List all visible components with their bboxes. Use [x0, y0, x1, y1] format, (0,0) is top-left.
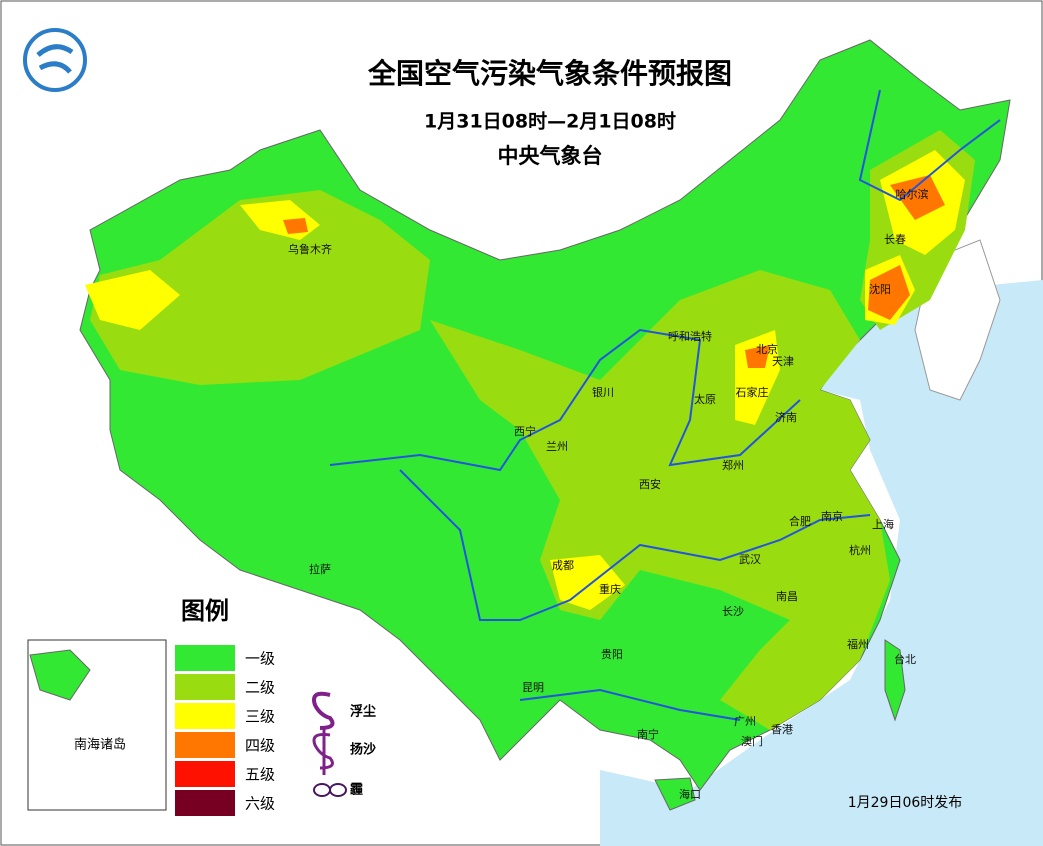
legend-swatch	[175, 674, 235, 700]
legend-swatch	[175, 732, 235, 758]
legend-label: 三级	[245, 708, 275, 726]
period: 1月31日08时—2月1日08时	[424, 111, 676, 133]
city-label: 济南	[775, 410, 797, 424]
legend-label: 六级	[245, 795, 275, 813]
symbol-label: 扬沙	[350, 742, 376, 758]
city-label: 天津	[772, 355, 794, 368]
city-label: 哈尔滨	[896, 187, 929, 201]
legend-label: 一级	[245, 650, 275, 668]
city-label: 南宁	[637, 727, 659, 741]
title: 全国空气污染气象条件预报图	[367, 57, 732, 90]
zone-level4	[868, 265, 910, 320]
legend-swatch	[175, 645, 235, 671]
inset-label: 南海诸岛	[74, 737, 126, 753]
legend-title: 图例	[181, 597, 229, 625]
zone-level4	[745, 345, 770, 368]
city-label: 石家庄	[736, 385, 769, 399]
city-label: 长春	[884, 233, 906, 246]
city-label: 重庆	[599, 582, 621, 596]
city-label: 合肥	[789, 514, 811, 528]
city-label: 成都	[552, 559, 574, 572]
city-label: 兰州	[546, 440, 568, 453]
city-label: 福州	[847, 637, 869, 651]
pearl-river	[519, 688, 741, 721]
hainan	[654, 777, 696, 811]
yellow-river	[329, 328, 801, 472]
inset-land	[29, 649, 91, 701]
city-label: 杭州	[849, 543, 871, 557]
yangtze-river	[399, 469, 871, 621]
city-label: 郑州	[722, 458, 744, 472]
city-label: 贵阳	[601, 648, 623, 661]
rivers	[329, 89, 1001, 721]
city-label: 太原	[694, 393, 716, 406]
sand-symbol	[312, 728, 334, 775]
city-label: 拉萨	[309, 562, 331, 576]
legend-swatch	[175, 790, 235, 816]
city-label: 银川	[592, 385, 614, 399]
city-label: 南京	[821, 509, 843, 523]
symbol-label: 霾	[350, 783, 363, 798]
city-label: 澳门	[741, 734, 763, 748]
zone-level3	[85, 270, 180, 330]
city-label: 武汉	[739, 553, 761, 566]
city-label: 上海	[872, 517, 894, 531]
city-label: 沈阳	[869, 282, 891, 296]
city-label: 南昌	[776, 590, 798, 603]
logo	[23, 28, 87, 92]
city-label: 广州	[734, 715, 756, 728]
city-label: 西宁	[514, 424, 536, 438]
zone-level4	[283, 218, 308, 234]
legend-swatch	[175, 761, 235, 787]
zone-level3	[550, 555, 625, 610]
city-label: 西安	[639, 477, 661, 491]
city-label: 长沙	[722, 605, 744, 618]
legend-label: 五级	[245, 766, 275, 784]
zone-level2	[90, 190, 430, 385]
legend-swatch	[175, 703, 235, 729]
city-label: 乌鲁木齐	[288, 242, 332, 256]
dust-symbol	[312, 691, 335, 730]
heilong-river	[858, 89, 1001, 202]
legend-label: 二级	[245, 679, 275, 697]
legend-label: 四级	[245, 737, 275, 755]
city-label: 昆明	[522, 681, 544, 694]
sea	[600, 280, 1043, 846]
city-label: 海口	[679, 787, 701, 801]
zone-level2	[430, 270, 890, 730]
issued-time: 1月29日06时发布	[848, 795, 963, 811]
city-label: 台北	[894, 652, 916, 666]
city-label: 香港	[771, 723, 793, 736]
haze-symbol	[313, 783, 347, 797]
taiwan	[884, 639, 906, 722]
city-label: 北京	[756, 342, 778, 356]
logo-mark	[36, 44, 74, 74]
zone-level4	[890, 175, 945, 220]
city-label: 呼和浩特	[668, 329, 712, 343]
symbol-label: 浮尘	[350, 704, 376, 720]
issuer: 中央气象台	[498, 144, 603, 168]
